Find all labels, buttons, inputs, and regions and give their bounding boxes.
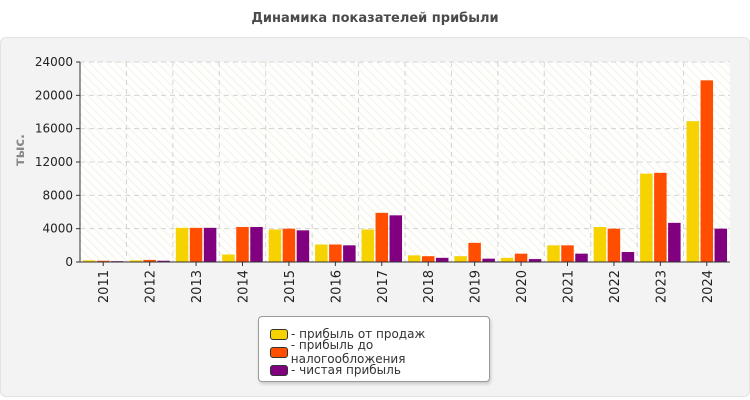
x-tick-label: 2021 bbox=[562, 270, 577, 303]
bar bbox=[343, 245, 356, 262]
x-tick-label: 2020 bbox=[515, 270, 530, 303]
legend-item-net-profit: - чистая прибыль bbox=[270, 361, 489, 379]
x-tick-label: 2014 bbox=[237, 270, 252, 303]
x-tick-label: 2017 bbox=[376, 270, 391, 303]
y-tick-label: 16000 bbox=[35, 122, 73, 136]
bar bbox=[82, 260, 96, 262]
y-tick-label: 24000 bbox=[35, 55, 73, 69]
bar bbox=[421, 256, 435, 262]
bar bbox=[714, 228, 728, 262]
legend-item-pretax-profit: - прибыль до налогообложения bbox=[270, 338, 489, 366]
bar bbox=[700, 80, 714, 262]
bar bbox=[389, 215, 403, 262]
chart-title: Динамика показателей прибыли bbox=[251, 11, 499, 26]
bar bbox=[296, 230, 310, 262]
x-tick-label: 2019 bbox=[469, 270, 484, 303]
bar bbox=[686, 121, 700, 263]
bar bbox=[268, 229, 282, 262]
x-tick-labels: 2011 2012 2013 2014 2015 2016 2017 2018 2019 2020… bbox=[97, 270, 716, 303]
bar bbox=[561, 245, 574, 262]
y-tick-label: 0 bbox=[65, 255, 73, 269]
bar bbox=[593, 227, 607, 262]
bar bbox=[514, 253, 528, 262]
x-tick-label: 2024 bbox=[701, 270, 716, 303]
grid-lines bbox=[76, 61, 730, 266]
bar bbox=[668, 222, 681, 262]
x-tick-label: 2013 bbox=[190, 270, 205, 303]
x-tick-label: 2012 bbox=[144, 270, 159, 303]
legend-swatch bbox=[270, 328, 288, 340]
bar bbox=[129, 260, 142, 262]
bar bbox=[607, 228, 621, 262]
y-tick-label: 4000 bbox=[42, 222, 73, 236]
bar bbox=[547, 245, 560, 262]
bar bbox=[329, 244, 342, 262]
bar bbox=[96, 260, 110, 262]
y-tick-label: 20000 bbox=[35, 88, 73, 102]
bar bbox=[375, 212, 389, 262]
bar bbox=[315, 244, 328, 262]
bar bbox=[640, 173, 653, 262]
x-tick-label: 2022 bbox=[608, 270, 623, 303]
legend-swatch bbox=[270, 364, 288, 376]
x-tick-label: 2015 bbox=[283, 270, 298, 303]
legend-swatch bbox=[270, 346, 288, 358]
bar bbox=[500, 257, 514, 262]
x-tick-label: 2016 bbox=[329, 270, 344, 303]
y-tick-label: 12000 bbox=[35, 155, 73, 169]
bar bbox=[143, 259, 156, 262]
bar bbox=[282, 228, 296, 262]
legend-label: - прибыль до налогообложения bbox=[290, 338, 406, 366]
bar bbox=[175, 227, 189, 262]
bar bbox=[482, 258, 495, 262]
legend-label: - чистая прибыль bbox=[291, 363, 401, 377]
bar bbox=[435, 257, 449, 262]
bar bbox=[654, 172, 667, 262]
bars bbox=[82, 80, 728, 263]
x-tick-label: 2011 bbox=[97, 270, 112, 303]
y-tick-label: 8000 bbox=[42, 188, 73, 202]
x-tick-label: 2023 bbox=[654, 270, 669, 303]
bar bbox=[468, 242, 481, 262]
legend-item-sales-profit: - прибыль от продаж bbox=[270, 325, 489, 343]
bar bbox=[236, 227, 249, 262]
x-tick-label: 2018 bbox=[422, 270, 437, 303]
bar bbox=[222, 254, 235, 262]
bar bbox=[621, 252, 635, 262]
bar bbox=[189, 227, 203, 262]
legend: - прибыль от продаж - прибыль до налогоо… bbox=[258, 316, 490, 382]
y-axis-label: тыс. bbox=[13, 134, 28, 166]
bar bbox=[361, 229, 375, 262]
y-tick-labels: 0 4000 8000 12000 16000 20000 24000 bbox=[35, 55, 73, 269]
bar bbox=[407, 255, 421, 262]
bar bbox=[575, 253, 588, 262]
legend-label: - прибыль от продаж bbox=[291, 327, 426, 341]
bar bbox=[454, 256, 467, 262]
bar bbox=[157, 260, 170, 262]
bar bbox=[528, 259, 542, 262]
bar bbox=[250, 227, 263, 262]
bar bbox=[203, 227, 217, 262]
